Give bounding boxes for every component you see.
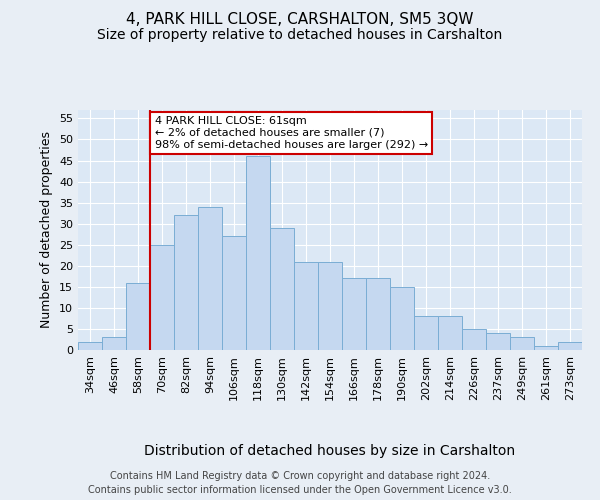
Bar <box>366 278 390 350</box>
Bar <box>414 316 438 350</box>
Bar <box>558 342 582 350</box>
Bar <box>150 244 174 350</box>
Text: Distribution of detached houses by size in Carshalton: Distribution of detached houses by size … <box>145 444 515 458</box>
Bar <box>462 329 486 350</box>
Bar <box>390 287 414 350</box>
Bar <box>438 316 462 350</box>
Bar <box>270 228 294 350</box>
Bar <box>222 236 246 350</box>
Text: 4, PARK HILL CLOSE, CARSHALTON, SM5 3QW: 4, PARK HILL CLOSE, CARSHALTON, SM5 3QW <box>126 12 474 28</box>
Bar <box>246 156 270 350</box>
Bar <box>126 282 150 350</box>
Text: Contains HM Land Registry data © Crown copyright and database right 2024.
Contai: Contains HM Land Registry data © Crown c… <box>88 471 512 495</box>
Y-axis label: Number of detached properties: Number of detached properties <box>40 132 53 328</box>
Bar <box>318 262 342 350</box>
Bar <box>342 278 366 350</box>
Bar <box>174 216 198 350</box>
Bar <box>198 207 222 350</box>
Bar <box>294 262 318 350</box>
Bar <box>102 338 126 350</box>
Text: Size of property relative to detached houses in Carshalton: Size of property relative to detached ho… <box>97 28 503 42</box>
Bar <box>534 346 558 350</box>
Bar <box>510 338 534 350</box>
Text: 4 PARK HILL CLOSE: 61sqm
← 2% of detached houses are smaller (7)
98% of semi-det: 4 PARK HILL CLOSE: 61sqm ← 2% of detache… <box>155 116 428 150</box>
Bar <box>78 342 102 350</box>
Bar <box>486 333 510 350</box>
